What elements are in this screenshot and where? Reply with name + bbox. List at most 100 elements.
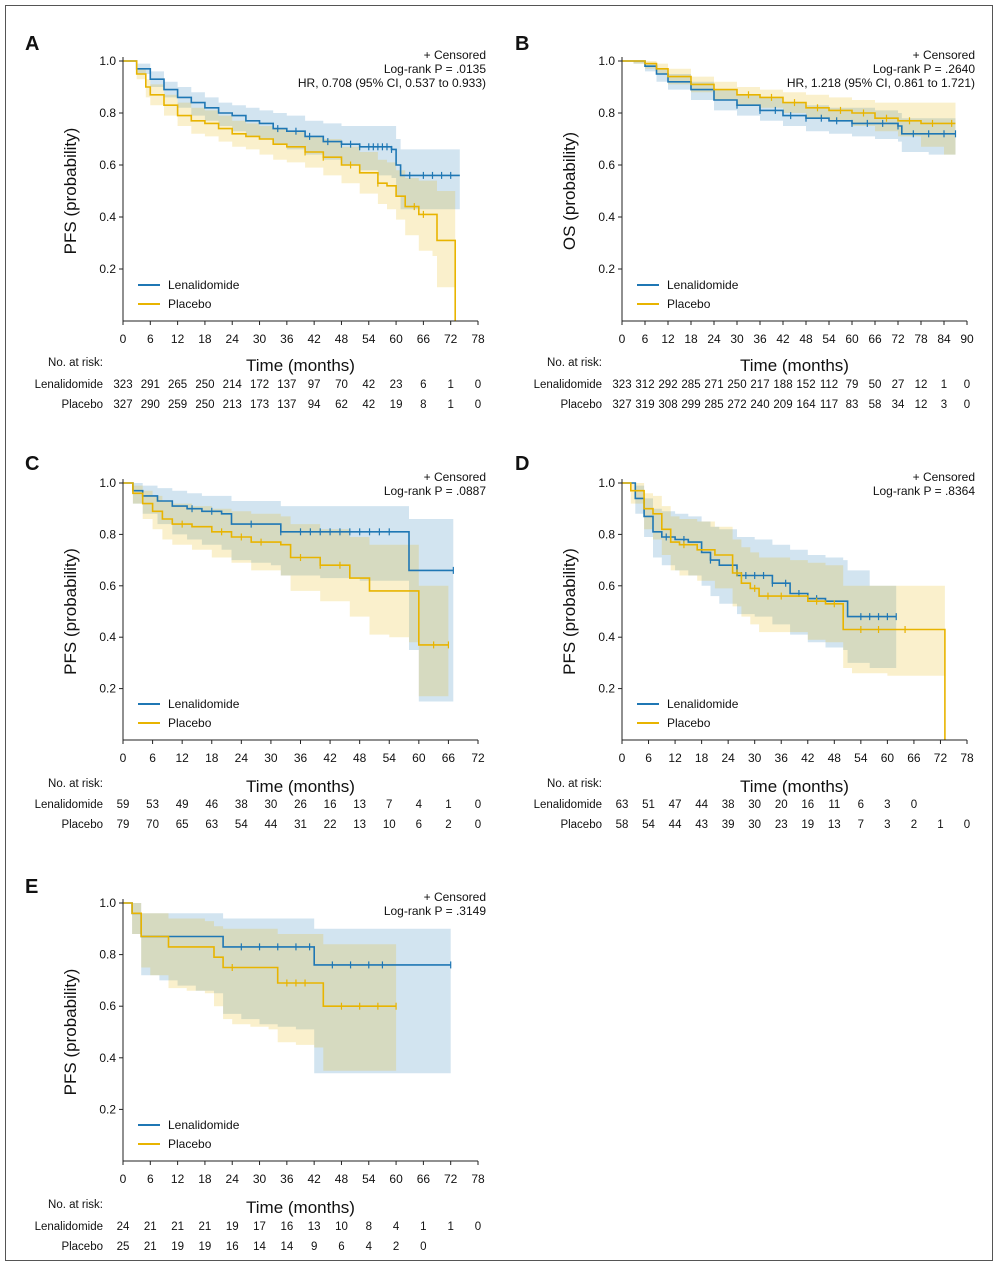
panel-a-ci-placebo	[123, 61, 456, 321]
panel-b-xtick-label-10: 60	[845, 332, 859, 346]
panel-c-risk-placebo-4: 54	[235, 819, 248, 831]
panel-c-xtick-label-11: 66	[442, 751, 456, 765]
panel-c-xtick-label-5: 30	[264, 751, 278, 765]
panel-b-risk-placebo-6: 240	[750, 399, 769, 411]
panel-e-risk-lenalidomide-13: 0	[475, 1221, 481, 1233]
panel-b-note-2: HR, 1.218 (95% CI, 0.861 to 1.721)	[787, 76, 975, 90]
panel-d-y-label: PFS (probability)	[560, 548, 579, 675]
panel-b-risk-lenalidomide-4: 271	[704, 379, 723, 391]
panel-c-legend-label-placebo: Placebo	[168, 716, 212, 730]
panel-e-y-label: PFS (probability)	[61, 969, 80, 1096]
panel-e-xtick-label-10: 60	[389, 1172, 403, 1186]
panel-a-risk-heading: No. at risk:	[48, 357, 103, 369]
panel-d-ytick-label-2: 0.6	[598, 579, 615, 593]
panel-e-x-label: Time (months)	[246, 1198, 355, 1217]
panel-c-risk-lenalidomide-6: 26	[294, 799, 307, 811]
panel-d-ytick-label-4: 1.0	[598, 476, 615, 490]
panel-e-risk-lenalidomide-11: 1	[420, 1221, 426, 1233]
panel-a-risk-lenalidomide-0: 323	[113, 379, 132, 391]
panel-a-risk-lenalidomide-5: 172	[250, 379, 269, 391]
panel-d-xtick-label-2: 12	[668, 751, 682, 765]
panel-c-curve-lenalidomide	[123, 482, 454, 572]
panel-a-risk-lenalidomide-11: 6	[420, 379, 426, 391]
panel-c-ytick-label-2: 0.6	[99, 579, 116, 593]
panel-c-risk-placebo-2: 65	[176, 819, 189, 831]
figure-frame	[5, 5, 993, 1261]
panel-a-note-0: + Censored	[424, 48, 486, 62]
panel-d-xtick-label-7: 42	[801, 751, 815, 765]
panel-c-risk-placebo-8: 13	[353, 819, 366, 831]
panel-e-ytick-label-2: 0.6	[99, 999, 116, 1013]
panel-b-risk-lenalidomide-0: 323	[612, 379, 631, 391]
panel-b-risk-lenalidomide-12: 27	[892, 379, 905, 391]
panel-a-xtick-label-9: 54	[362, 332, 376, 346]
panel-e-xtick-label-5: 30	[253, 1172, 267, 1186]
panel-d-xtick-label-5: 30	[748, 751, 762, 765]
panel-e-curve-placebo	[123, 902, 397, 1007]
panel-b-risk-label-placebo: Placebo	[560, 399, 602, 411]
panel-b-legend-label-placebo: Placebo	[667, 297, 711, 311]
panel-b-ytick-label-1: 0.4	[598, 210, 615, 224]
panel-d-note-0: + Censored	[913, 470, 975, 484]
panel-d-legend-label-placebo: Placebo	[667, 716, 711, 730]
panel-e-xtick-label-12: 72	[444, 1172, 458, 1186]
panel-e-xtick-label-0: 0	[120, 1172, 127, 1186]
panel-e-risk-placebo-10: 2	[393, 1241, 399, 1253]
panel-c-xtick-label-9: 54	[383, 751, 397, 765]
panel-c-y-label: PFS (probability)	[61, 548, 80, 675]
panel-e-risk-lenalidomide-0: 24	[117, 1221, 130, 1233]
panel-b-xtick-label-12: 72	[891, 332, 905, 346]
panel-d-xtick-label-9: 54	[854, 751, 868, 765]
panel-d-risk-lenalidomide-9: 6	[858, 799, 864, 811]
panel-b-risk-lenalidomide-5: 250	[727, 379, 746, 391]
panel-a-ytick-label-0: 0.2	[99, 262, 116, 276]
panel-a-risk-lenalidomide-2: 265	[168, 379, 187, 391]
panel-a-risk-placebo-0: 327	[113, 399, 132, 411]
panel-c-xtick-label-4: 24	[235, 751, 249, 765]
panel-a-ytick-label-2: 0.6	[99, 158, 116, 172]
panel-a-risk-lenalidomide-6: 137	[277, 379, 296, 391]
panel-b-risk-placebo-15: 0	[964, 399, 970, 411]
panel-d-risk-lenalidomide-3: 44	[695, 799, 708, 811]
panel-a-risk-lenalidomide-1: 291	[141, 379, 160, 391]
panel-e-risk-placebo-8: 6	[338, 1241, 344, 1253]
panel-c-risk-lenalidomide-4: 38	[235, 799, 248, 811]
panel-a-xtick-label-11: 66	[417, 332, 431, 346]
panel-d-risk-placebo-10: 3	[884, 819, 890, 831]
panel-a-risk-lenalidomide-10: 23	[390, 379, 403, 391]
panel-b-risk-placebo-1: 319	[635, 399, 654, 411]
panel-e-risk-lenalidomide-1: 21	[144, 1221, 157, 1233]
panel-b-risk-lenalidomide-14: 1	[941, 379, 947, 391]
panel-c-ytick-label-3: 0.8	[99, 527, 116, 541]
panel-a-legend-label-lenalidomide: Lenalidomide	[168, 278, 240, 292]
panel-d-risk-lenalidomide-2: 47	[669, 799, 682, 811]
panel-e-risk-lenalidomide-12: 1	[447, 1221, 453, 1233]
panel-b-risk-placebo-7: 209	[773, 399, 792, 411]
panel-d-risk-lenalidomide-1: 51	[642, 799, 655, 811]
panel-d-risk-lenalidomide-7: 16	[801, 799, 814, 811]
panel-d-risk-lenalidomide-0: 63	[616, 799, 629, 811]
panel-a-xtick-label-6: 36	[280, 332, 294, 346]
panel-c-xtick-label-3: 18	[205, 751, 219, 765]
panel-e-ytick-label-3: 0.8	[99, 948, 116, 962]
panel-a-risk-placebo-1: 290	[141, 399, 160, 411]
panel-c-risk-placebo-7: 22	[324, 819, 337, 831]
panel-c-risk-lenalidomide-12: 0	[475, 799, 481, 811]
panel-a-risk-placebo-12: 1	[447, 399, 453, 411]
panel-a-risk-placebo-5: 173	[250, 399, 269, 411]
panel-a-risk-placebo-10: 19	[390, 399, 403, 411]
panel-b-risk-label-lenalidomide: Lenalidomide	[534, 379, 602, 391]
panel-c-xtick-label-12: 72	[471, 751, 485, 765]
panel-d-risk-placebo-4: 39	[722, 819, 735, 831]
panel-b-risk-placebo-11: 58	[869, 399, 882, 411]
panel-c-risk-placebo-11: 2	[445, 819, 451, 831]
panel-e-risk-placebo-4: 16	[226, 1241, 239, 1253]
panel-c-note-0: + Censored	[424, 470, 486, 484]
panel-e-risk-lenalidomide-3: 21	[199, 1221, 212, 1233]
panel-b-risk-placebo-9: 117	[820, 399, 838, 411]
panel-d-risk-placebo-9: 7	[858, 819, 864, 831]
panel-b-x-label: Time (months)	[740, 356, 849, 375]
panel-c-risk-placebo-0: 79	[117, 819, 130, 831]
panel-c-risk-placebo-3: 63	[205, 819, 218, 831]
panel-d-xtick-label-13: 78	[960, 751, 974, 765]
